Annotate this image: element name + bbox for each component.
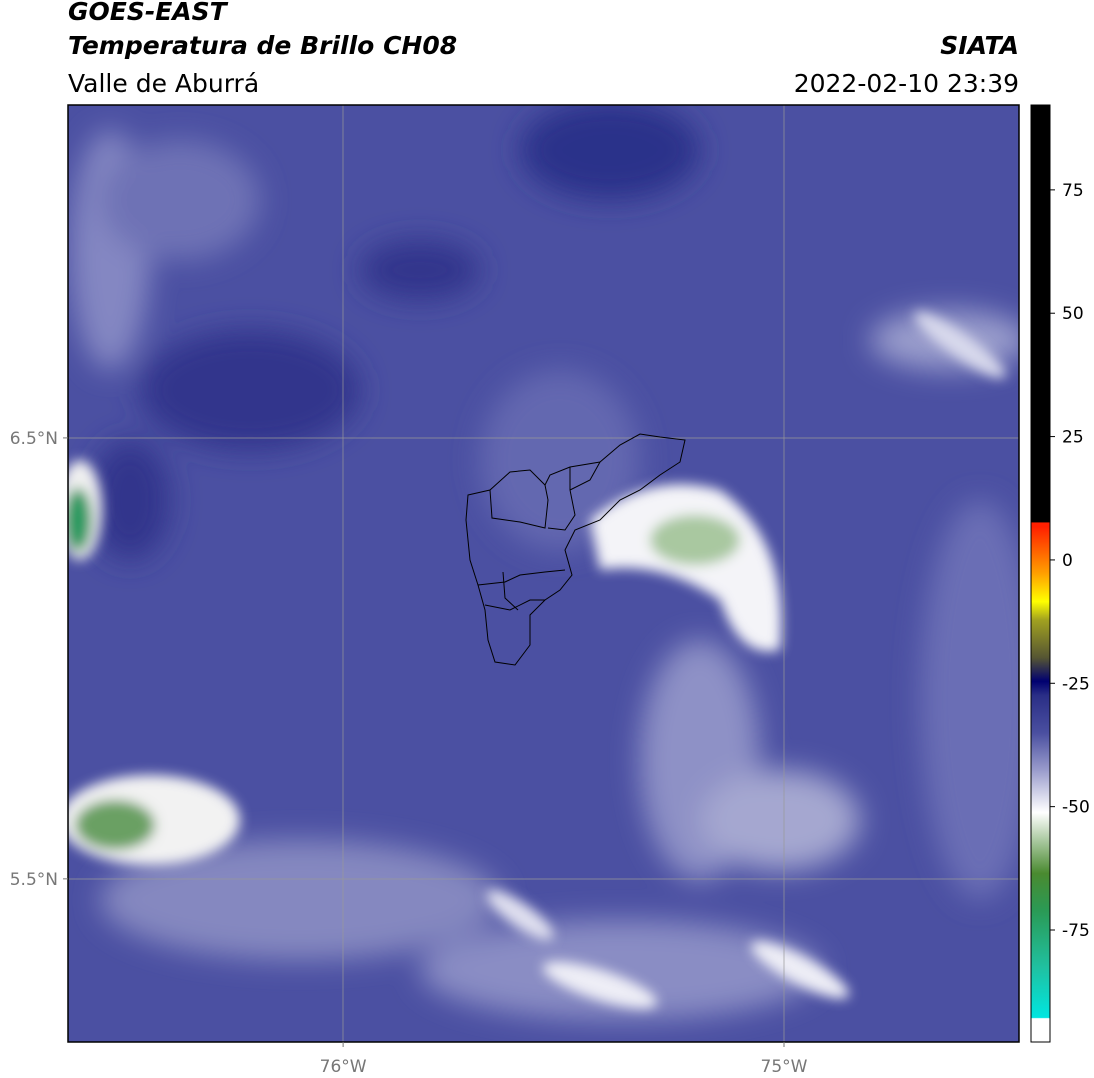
axes: 76°W 75°W 6.5°N 5.5°N 75 50 25 0 -25 -50 -75 <box>10 181 1090 1077</box>
valley-outline <box>465 433 686 666</box>
title: GOES-EAST <box>68 0 229 26</box>
x-tick-label: 76°W <box>320 1057 367 1077</box>
colorbar-tick-label: 50 <box>1062 304 1084 324</box>
colorbar-tick-label: -25 <box>1062 674 1090 694</box>
region: Valle de Aburrá <box>68 69 259 98</box>
map-field <box>68 105 1019 1042</box>
colorbar-tick-label: -50 <box>1062 798 1090 818</box>
colorbar-tick-label: 75 <box>1062 181 1084 201</box>
map-frame <box>67 104 1020 1043</box>
x-tick-label: 75°W <box>761 1057 808 1077</box>
colorbar-tick-label: -75 <box>1062 921 1090 941</box>
datetime: 2022-02-10 23:39 <box>794 69 1019 98</box>
colorbar-tick-label: 25 <box>1062 428 1084 448</box>
colorbar <box>1030 104 1051 1043</box>
source: SIATA <box>940 31 1019 60</box>
colorbar-tick-label: 0 <box>1062 551 1073 571</box>
y-tick-label: 6.5°N <box>10 429 58 449</box>
subtitle: Temperatura de Brillo CH08 <box>68 31 457 60</box>
y-tick-label: 5.5°N <box>10 870 58 890</box>
